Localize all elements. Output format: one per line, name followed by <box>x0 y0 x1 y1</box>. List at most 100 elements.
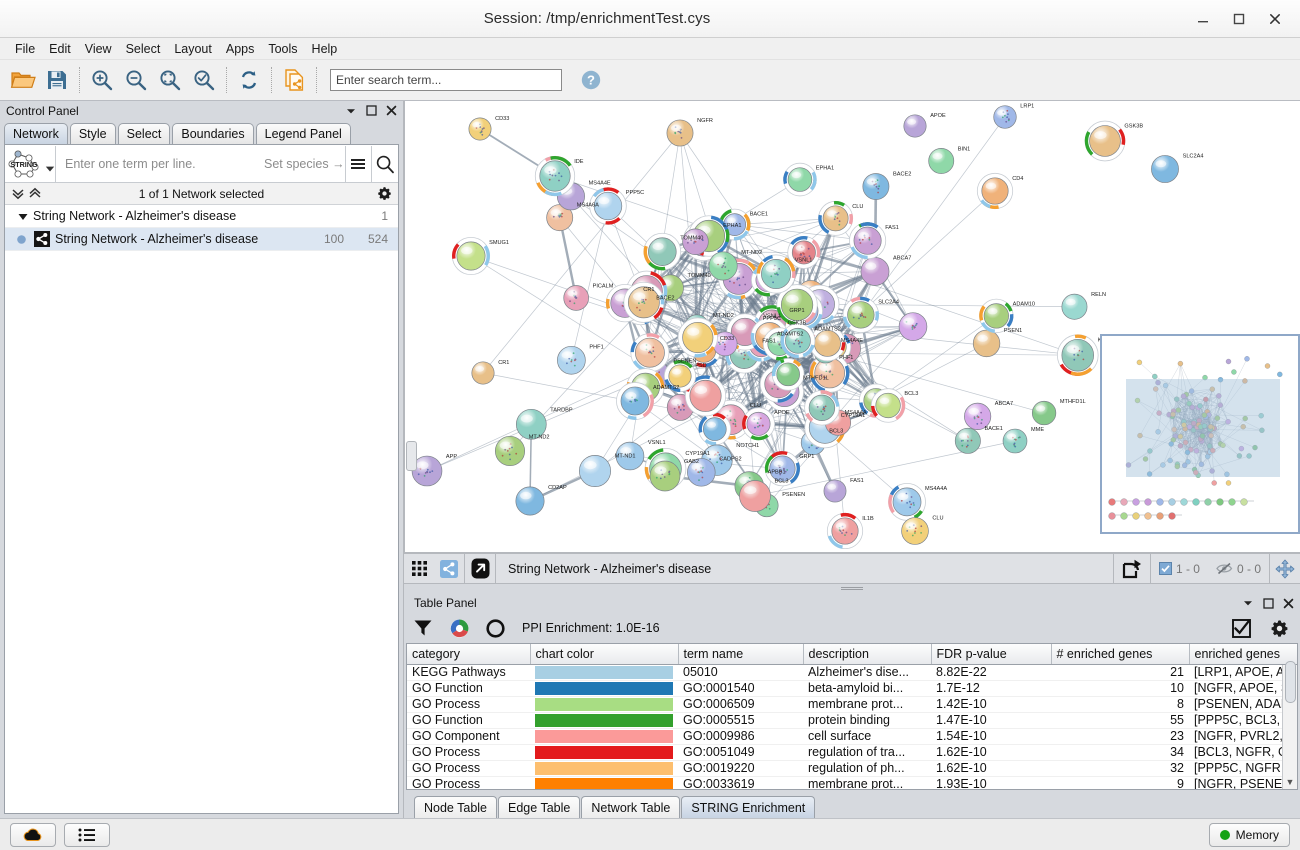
minimize-button[interactable] <box>1194 10 1212 28</box>
table-row[interactable]: GO Process GO:0051049 regulation of tra...… <box>407 744 1297 761</box>
search-icon[interactable] <box>371 145 398 182</box>
pie-chart-icon[interactable] <box>446 615 472 641</box>
refresh-icon[interactable] <box>232 63 266 97</box>
network-group-row[interactable]: String Network - Alzheimer's disease 1 <box>5 205 398 228</box>
column-header-term-name[interactable]: term name <box>678 644 804 665</box>
hamburger-icon[interactable] <box>344 145 372 182</box>
network-canvas[interactable]: MT-ND2 VSNL1 FAS1 CLU BCL3 ADAMTS2 TOMM40 PHF1 C… <box>404 101 1300 553</box>
new-network-from-selection-icon[interactable] <box>277 63 311 97</box>
tab-edge-table[interactable]: Edge Table <box>498 796 581 818</box>
expand-view-icon[interactable] <box>465 554 495 583</box>
table-header-row: category chart color term name descripti… <box>407 644 1297 665</box>
export-image-icon[interactable] <box>1114 554 1150 583</box>
set-species-link[interactable]: Set species → <box>264 156 345 171</box>
zoom-out-icon[interactable] <box>119 63 153 97</box>
scrollbar-thumb[interactable] <box>1284 661 1296 703</box>
table-row[interactable]: GO Process GO:0019220 regulation of ph... 1… <box>407 760 1297 777</box>
table-row[interactable]: GO Function GO:0005515 protein binding 1.47… <box>407 712 1297 729</box>
menu-edit[interactable]: Edit <box>49 41 71 56</box>
memory-indicator[interactable]: Memory <box>1208 822 1290 847</box>
help-icon[interactable]: ? <box>574 63 608 97</box>
menu-apps[interactable]: Apps <box>225 41 255 56</box>
checkbox-checked-icon[interactable] <box>1228 615 1254 641</box>
maximize-button[interactable] <box>1230 10 1248 28</box>
table-row[interactable]: GO Process GO:0033619 membrane prot... 1.93… <box>407 776 1297 789</box>
svg-text:PSENEN: PSENEN <box>782 492 805 498</box>
tab-network-table[interactable]: Network Table <box>581 796 681 818</box>
panel-resize-grip[interactable] <box>404 584 1300 593</box>
svg-text:CLU: CLU <box>750 403 761 409</box>
hidden-nodes-indicator[interactable]: 0 - 0 <box>1208 562 1269 576</box>
cloud-icon[interactable] <box>10 822 56 847</box>
string-term-input[interactable] <box>63 155 238 172</box>
network-nodes[interactable] <box>411 105 1179 550</box>
cell-enriched-genes: [PPP5C, NGFR, P... <box>1189 760 1297 777</box>
zoom-fit-selected-icon[interactable] <box>187 63 221 97</box>
string-species-dropdown-icon[interactable] <box>45 146 55 182</box>
menu-help[interactable]: Help <box>311 41 338 56</box>
birds-eye-view[interactable] <box>1100 334 1300 534</box>
float-panel-icon[interactable] <box>1263 597 1274 609</box>
network-child-row[interactable]: String Network - Alzheimer's disease 100… <box>5 228 398 251</box>
column-header-description[interactable]: description <box>803 644 932 665</box>
scroll-down-arrow-icon[interactable]: ▼ <box>1285 777 1295 787</box>
zoom-in-icon[interactable] <box>85 63 119 97</box>
menu-select[interactable]: Select <box>125 41 161 56</box>
svg-text:PPP5C: PPP5C <box>763 316 781 322</box>
table-row[interactable]: KEGG Pathways 05010 Alzheimer's dise... 8.8… <box>407 664 1297 681</box>
cell-term-name: GO:0019220 <box>678 760 803 777</box>
tab-select[interactable]: Select <box>117 123 171 144</box>
close-panel-icon[interactable] <box>386 105 397 116</box>
gear-icon[interactable] <box>377 186 392 201</box>
task-list-icon[interactable] <box>64 822 110 847</box>
table-row[interactable]: GO Process GO:0006509 membrane prot... 1.42… <box>407 696 1297 713</box>
table-vertical-scrollbar[interactable]: ▲ ▼ <box>1282 661 1297 789</box>
toolbar-separator <box>316 67 317 93</box>
svg-text:CR1: CR1 <box>643 287 654 293</box>
column-header-fdr-pvalue[interactable]: FDR p-value <box>931 644 1052 665</box>
column-header-chart-color[interactable]: chart color <box>530 644 679 665</box>
save-session-icon[interactable] <box>40 63 74 97</box>
table-row[interactable]: GO Function GO:0001540 beta-amyloid bi... 1… <box>407 680 1297 697</box>
column-header-category[interactable]: category <box>407 644 531 665</box>
network-child-edge-count: 524 <box>367 232 388 246</box>
tab-legend-panel[interactable]: Legend Panel <box>255 123 351 144</box>
grid-layout-icon[interactable] <box>404 554 434 583</box>
zoom-fit-network-icon[interactable] <box>153 63 187 97</box>
close-button[interactable] <box>1266 10 1284 28</box>
network-graph[interactable]: MT-ND2 VSNL1 FAS1 CLU BCL3 ADAMTS2 TOMM40 PHF1 C… <box>405 101 1295 550</box>
column-header-enriched-genes[interactable]: enriched genes <box>1189 644 1297 665</box>
open-session-icon[interactable] <box>6 63 40 97</box>
network-child-node-count: 100 <box>323 232 344 246</box>
menu-view[interactable]: View <box>84 41 112 56</box>
pan-navigator-icon[interactable] <box>1270 554 1300 583</box>
expand-triangle-icon[interactable] <box>15 212 31 221</box>
filter-icon[interactable] <box>410 615 436 641</box>
chevron-down-icon[interactable] <box>1242 597 1254 609</box>
tab-network[interactable]: Network <box>4 123 68 144</box>
donut-chart-icon[interactable] <box>482 615 508 641</box>
menu-file[interactable]: File <box>15 41 36 56</box>
collapse-expand-icons[interactable] <box>11 187 42 200</box>
tab-string-enrichment[interactable]: STRING Enrichment <box>681 796 816 818</box>
tab-style[interactable]: Style <box>69 123 116 144</box>
selected-nodes-indicator[interactable]: 1 - 0 <box>1151 562 1208 576</box>
network-vertical-scroll-handle[interactable] <box>406 441 417 471</box>
share-network-icon[interactable] <box>434 554 464 583</box>
tab-boundaries[interactable]: Boundaries <box>172 123 254 144</box>
close-panel-icon[interactable] <box>1283 598 1294 609</box>
column-header-enriched-gene-count[interactable]: # enriched genes <box>1051 644 1190 665</box>
tab-node-table[interactable]: Node Table <box>414 796 498 818</box>
svg-text:MME: MME <box>1031 427 1044 433</box>
search-input[interactable] <box>330 69 562 91</box>
checkbox-checked-icon <box>1158 562 1172 575</box>
table-row[interactable]: GO Component GO:0009986 cell surface 1.54E-… <box>407 728 1297 745</box>
svg-text:BACE2: BACE2 <box>656 295 674 301</box>
chevron-down-icon[interactable] <box>345 105 357 117</box>
menu-tools[interactable]: Tools <box>268 41 298 56</box>
cell-term-name: GO:0006509 <box>678 696 803 713</box>
birds-eye-viewport[interactable] <box>1125 379 1281 478</box>
menu-layout[interactable]: Layout <box>174 41 212 56</box>
gear-icon[interactable] <box>1266 615 1292 641</box>
float-panel-icon[interactable] <box>366 105 377 116</box>
